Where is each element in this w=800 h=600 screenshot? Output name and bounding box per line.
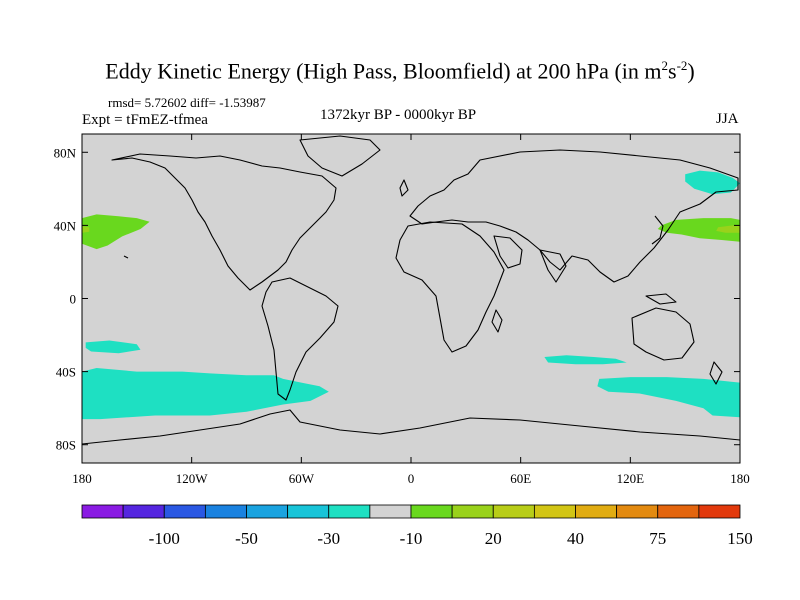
coastline-australia (631, 307, 695, 361)
anomaly-region-north-pacific-core (716, 225, 740, 233)
colorbar-box (204, 504, 247, 519)
colorbar-box (410, 504, 453, 519)
lon-tick-label: 180 (730, 471, 750, 486)
colorbar-box (575, 504, 618, 519)
anomaly-region-southwest-pacific-small-negative (85, 340, 141, 354)
lon-tick-label: 60W (289, 471, 315, 486)
lon-tick-label: 0 (408, 471, 415, 486)
colorbar-box (369, 504, 412, 519)
colorbar-box (163, 504, 206, 519)
lon-tick-label: 120W (176, 471, 209, 486)
colorbar-label: -10 (400, 529, 423, 548)
coastline-south-america (261, 277, 339, 401)
colorbar-box (616, 504, 659, 519)
coastline-new-guinea (645, 293, 677, 305)
anomaly-region-south-indian-negative (544, 355, 627, 365)
coastline-north-america (111, 153, 337, 291)
colorbar-label: -50 (235, 529, 258, 548)
anomaly-region-bering-negative (685, 170, 740, 195)
experiment-label: Expt = tFmEZ-tfmea (82, 112, 208, 128)
anomaly-region-north-pacific-east-positive (82, 214, 150, 250)
plot-title: Eddy Kinetic Energy (High Pass, Bloomfie… (105, 58, 695, 84)
colorbar-box (287, 504, 330, 519)
colorbar-box (451, 504, 494, 519)
colorbar-label: 20 (485, 529, 502, 548)
lon-tick-label: 60E (510, 471, 531, 486)
colorbar-label: 75 (649, 529, 666, 548)
colorbar-box (122, 504, 165, 519)
colorbar: -100 -50 -30 -10 20 40 75 150 (81, 504, 753, 548)
colorbar-label: -30 (317, 529, 340, 548)
anomaly-region-north-pacific-west-positive (657, 218, 740, 242)
colorbar-box (328, 504, 371, 519)
coastline-india (539, 249, 567, 283)
lat-tick-label: 0 (70, 292, 77, 307)
colorbar-label: 40 (567, 529, 584, 548)
anomaly-region-north-pacific-core-east (82, 226, 90, 233)
axis-ticks: 80N 40N 0 40S 80S 180 120W 60W 0 60E 120E 180 (54, 134, 750, 486)
stats-label: rmsd= 5.72602 diff= -1.53987 (108, 95, 266, 110)
coastline-hawaii (123, 255, 129, 259)
lat-tick-label: 80S (56, 438, 76, 453)
colorbar-box (657, 504, 700, 519)
coastline-madagascar (491, 309, 503, 333)
coastline-japan (651, 215, 664, 245)
lon-tick-label: 180 (72, 471, 92, 486)
coastline-arabia (493, 235, 523, 269)
coastline-antarctica (82, 409, 740, 445)
period-label: 1372kyr BP - 0000kyr BP (320, 107, 477, 123)
colorbar-label: 150 (727, 529, 753, 548)
season-label: JJA (716, 111, 739, 127)
coastline-eurasia (409, 149, 739, 283)
lon-tick-label: 120E (617, 471, 645, 486)
colorbar-box (81, 504, 124, 519)
anomaly-region-southern-ocean-au-negative (597, 377, 740, 418)
lat-tick-label: 80N (54, 145, 77, 160)
colorbar-box (492, 504, 535, 519)
coastline-layer (82, 135, 740, 445)
anomaly-layer (82, 170, 740, 420)
colorbar-box (246, 504, 289, 519)
colorbar-box (533, 504, 576, 519)
coastline-africa (395, 221, 505, 353)
coastline-uk (399, 179, 409, 197)
lat-tick-label: 40S (56, 365, 76, 380)
coastline-new-zealand (709, 361, 723, 385)
coastline-greenland (299, 135, 381, 177)
lat-tick-label: 40N (54, 218, 77, 233)
anomaly-region-south-pacific-negative (82, 368, 329, 420)
colorbar-label: -100 (149, 529, 180, 548)
colorbar-box (698, 504, 741, 519)
